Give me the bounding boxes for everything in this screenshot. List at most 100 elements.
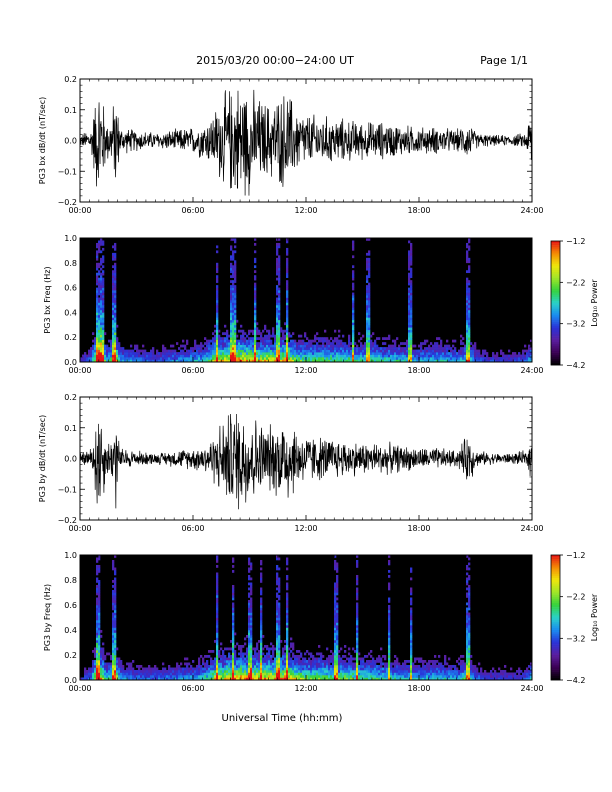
bx-spectrogram-cell: [174, 349, 177, 353]
by-spectrogram-cell: [198, 677, 201, 681]
bx-spectrogram-cell: [100, 319, 103, 323]
by-spectrogram-cell: [188, 677, 191, 681]
by-spectrogram-cell: [406, 667, 409, 671]
bx-spectrogram-cell: [102, 312, 105, 316]
by-spectrogram-cell: [350, 657, 353, 661]
by-spectrogram-cell: [94, 655, 97, 658]
bx-spectrogram-cell: [410, 329, 413, 333]
by-spectrogram-cell: [96, 672, 99, 676]
bx-spectrogram-cell: [236, 347, 239, 350]
bx-spectrogram-colorbar-step: [551, 350, 560, 353]
by-spectrogram-cell: [114, 622, 117, 626]
bx-spectrogram-cell: [320, 349, 323, 353]
by-spectrogram-cell: [276, 650, 279, 653]
by-spectrogram-cell: [372, 657, 375, 661]
bx-spectrogram-cell: [248, 359, 251, 363]
by-spectrogram-cell: [388, 597, 391, 601]
by-spectrogram-cell: [248, 640, 251, 643]
bx-spectrogram-cell: [210, 349, 213, 353]
bx-spectrogram-cell: [156, 349, 159, 353]
bx-spectrogram-cell: [244, 339, 247, 343]
bx-spectrogram-cell: [278, 307, 281, 311]
bx-spectrogram-cell: [112, 339, 115, 343]
by-spectrogram-cell: [246, 662, 249, 666]
bx-spectrogram-cell: [164, 352, 167, 355]
by-spectrogram-cell: [186, 667, 189, 671]
by-spectrogram-cell: [314, 667, 317, 671]
by-spectrogram-cell: [110, 670, 113, 673]
by-spectrogram-cell: [98, 622, 101, 626]
bx-spectrogram-cell: [278, 255, 281, 259]
bx-spectrogram-cell: [268, 342, 271, 345]
bx-spectrogram-colorbar-step: [551, 327, 560, 331]
bx-spectrogram-cell: [282, 357, 285, 360]
bx-spectrogram-cell: [332, 342, 335, 345]
bx-spectrogram-cell: [102, 300, 105, 303]
bx-spectrogram-cell: [226, 357, 229, 360]
bx-spectrogram-cell: [392, 359, 395, 363]
by-spectrogram-cell: [180, 667, 183, 671]
by-spectrogram-cell: [216, 612, 219, 616]
by-spectrogram-cell: [284, 672, 287, 676]
by-spectrogram-cell: [106, 662, 109, 666]
bx-spectrogram-cell: [468, 332, 471, 336]
bx-spectrogram-cell: [206, 339, 209, 343]
by-spectrogram-cell: [114, 652, 117, 656]
by-spectrogram-cell: [298, 675, 301, 678]
by-spectrogram-cell: [216, 555, 219, 558]
by-spectrogram-cell: [144, 672, 147, 676]
bx-spectrogram-cell: [336, 357, 339, 360]
bx-spectrogram-cell: [410, 290, 413, 293]
by-spectrogram-cell: [114, 587, 117, 591]
by-spectrogram-cell: [268, 655, 271, 658]
bx-spectrogram-cell: [290, 352, 293, 355]
bx-spectrogram-cell: [376, 337, 379, 340]
by-spectrogram-cell: [116, 675, 119, 678]
bx-spectrogram-cell: [466, 354, 469, 358]
by-spectrogram-cell: [112, 565, 115, 568]
by-spectrogram-cell: [232, 617, 235, 621]
by-spectrogram-cell: [258, 667, 261, 671]
by-spectrogram-cell: [156, 672, 159, 676]
by-spectrogram-cell: [118, 672, 121, 676]
bx-spectrogram-cell: [214, 359, 217, 363]
by-spectrogram-cell: [388, 655, 391, 658]
by-spectrogram-cell: [250, 565, 253, 568]
by-spectrogram-cell: [398, 662, 401, 666]
bx-spectrogram-cell: [424, 349, 427, 353]
by-spectrogram-cell: [220, 660, 223, 663]
by-spectrogram-cell: [254, 657, 257, 661]
by-spectrogram-cell: [376, 670, 379, 673]
by-spectrogram-cell: [270, 672, 273, 676]
by-spectrogram-cell: [200, 665, 203, 668]
bx-spectrogram-cell: [380, 354, 383, 358]
bx-spectrogram-cell: [258, 337, 261, 340]
bx-spectrogram-cell: [440, 344, 443, 348]
bx-spectrogram-cell: [98, 242, 101, 246]
bx-spectrogram-cell: [182, 354, 185, 358]
bx-spectrogram-cell: [304, 352, 307, 355]
by-spectrogram-cell: [296, 665, 299, 668]
bx-spectrogram-cell: [114, 300, 117, 303]
bx-spectrogram-cell: [206, 347, 209, 350]
by-spectrogram-cell: [384, 662, 387, 666]
bx-spectrogram-cell: [174, 357, 177, 360]
bx-spectrogram-cell: [94, 352, 97, 355]
bx-spectrogram-cell: [234, 339, 237, 343]
by-spectrogram-cell: [250, 665, 253, 668]
by-spectrogram-cell: [372, 672, 375, 676]
bx-spectrogram-cell: [100, 242, 103, 246]
bx-spectrogram-cell: [324, 339, 327, 343]
by-spectrogram-cell: [260, 635, 263, 638]
bx-spectrogram-cell: [368, 334, 371, 338]
bx-spectrogram-cell: [352, 357, 355, 360]
bx-spectrogram-cell: [274, 359, 277, 363]
by-spectrogram-cell: [340, 675, 343, 678]
by-spectrogram-cell: [210, 662, 213, 666]
by-spectrogram-cell: [350, 675, 353, 678]
bx-spectrogram-cell: [234, 285, 237, 288]
by-spectrogram-cell: [256, 655, 259, 658]
by-spectrogram-cell: [336, 667, 339, 671]
by-spectrogram-cell: [228, 655, 231, 658]
bx-spectrogram-cell: [468, 334, 471, 338]
